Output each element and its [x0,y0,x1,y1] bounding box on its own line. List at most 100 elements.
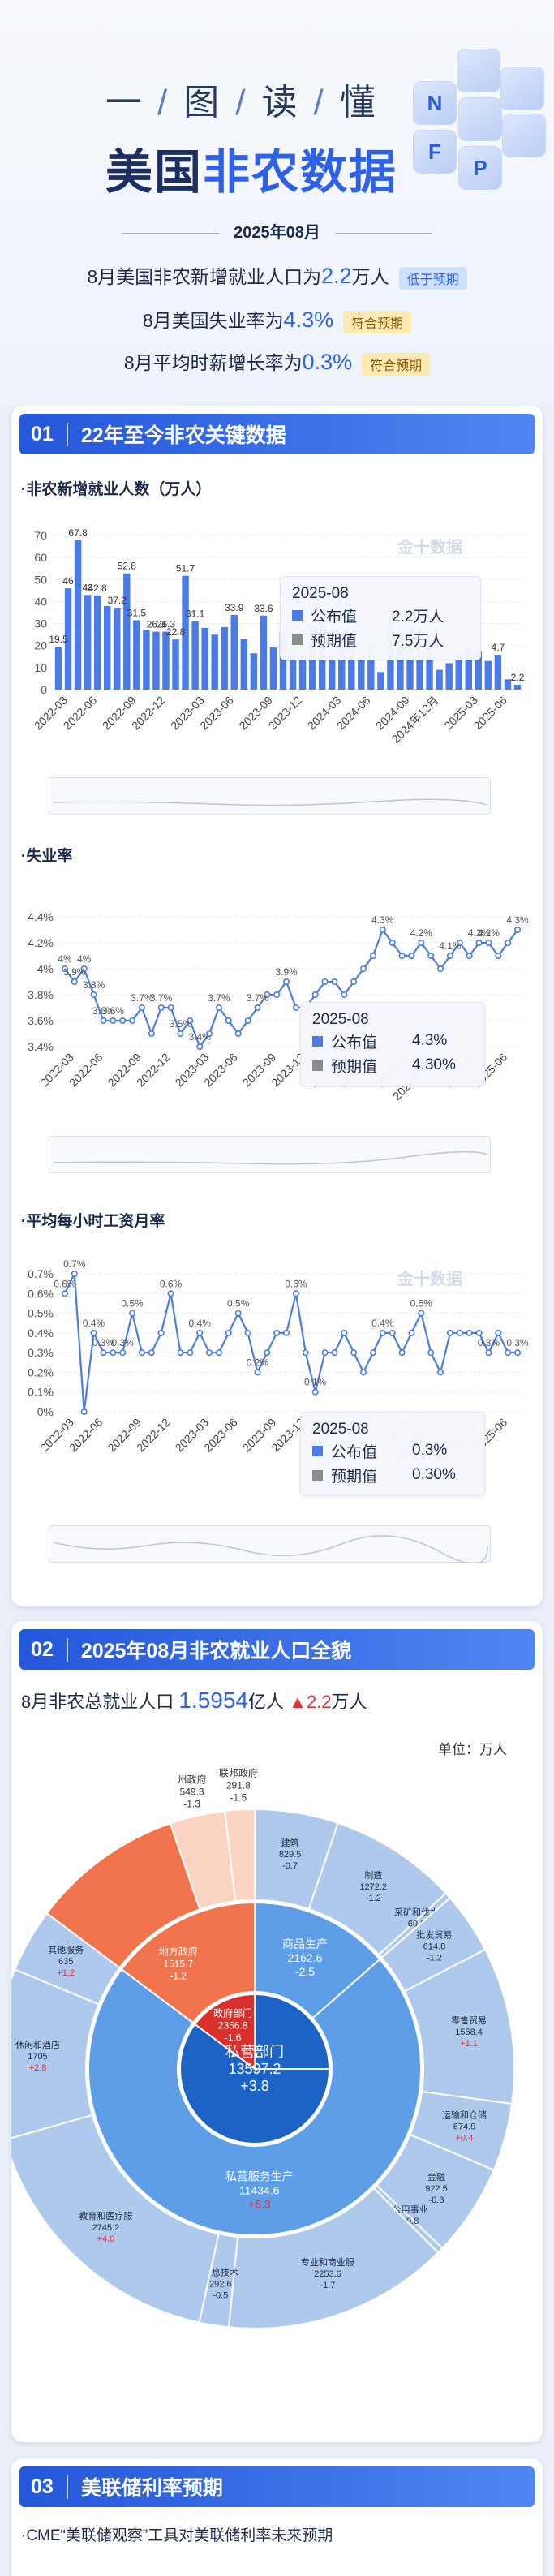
data-point [215,1349,222,1357]
cube-p: P [458,146,502,190]
total-change: 2.2 [306,1692,332,1712]
bar [162,631,170,690]
tooltip-row: 预期值 0.30% [312,1463,473,1487]
cube-icon [457,49,500,92]
range-slider[interactable] [49,1136,491,1173]
outer-ring-segment [11,2114,220,2324]
hero-banner: 一 / 图 / 读 / 懂 美国非农数据 N F P 2025年08月 8月美国非农新增就业… [0,0,554,406]
outer-label: 674.9 [453,2122,476,2131]
bar [328,656,336,690]
data-point [110,1017,117,1025]
gov-label: 1515.7 [163,1959,193,1970]
divider [122,233,220,234]
tooltip-row: 公布值 0.3% [312,1439,473,1463]
range-slider[interactable] [49,777,491,815]
total-value: 1.5954 [178,1688,249,1713]
data-label: 3.6% [92,1005,115,1017]
data-point [196,1043,204,1051]
outer-label: 零售贸易 [451,2015,487,2026]
outer-label: 建筑 [281,1837,299,1848]
data-point [495,953,502,960]
bar [475,651,483,690]
fed-subtitle: ·CME“美联储观察”工具对美联储利率未来预期 [21,2527,333,2544]
data-point [234,1030,242,1038]
outer-label: 1558.4 [455,2028,483,2037]
data-point [61,965,68,973]
data-point [167,1004,174,1012]
government-core [193,1993,256,2071]
data-point [80,1408,88,1416]
data-label: 43 [82,582,93,593]
total-label: 8月非农总就业人口 [21,1692,174,1712]
status-badge: 低于预期 [398,266,467,290]
bar [455,654,462,690]
tooltip-value: 2.2万人 [392,608,444,626]
swatch [312,1035,323,1047]
tooltip-date: 2025-08 [312,1011,369,1028]
cube-icon [502,114,546,157]
y-tick-label: 3.6% [28,1014,54,1027]
data-label: 0.4% [189,1318,212,1329]
bar [54,647,62,690]
center-label: +3.8 [240,2078,269,2094]
total-unit: 亿人 [248,1692,285,1712]
data-point [369,1349,376,1357]
section-title: 美联储利率预期 [80,2477,223,2500]
key-suffix: 万人 [351,266,389,287]
ring-label: 商品生产 [282,1937,328,1950]
outer-label: 922.5 [425,2184,448,2194]
bar [504,679,512,690]
data-label: 2.2 [511,672,525,683]
data-point [61,1290,68,1297]
data-point [225,1017,232,1025]
tooltip-label: 预期值 [331,1468,378,1486]
data-label: 0.6% [54,1278,76,1289]
hero-slash: / [157,83,171,123]
data-label: 33.9 [225,602,244,613]
outer-label: +2.8 [29,2063,47,2073]
data-point [110,1349,117,1357]
outer-label: 292.6 [209,2279,232,2289]
bar [513,685,522,690]
outer-label: 614.8 [423,1942,446,1952]
data-label: 0.4% [371,1318,394,1329]
tooltip: 2025-08 公布值 0.3% 预期值 0.30% [300,1412,485,1496]
data-point [408,1329,415,1336]
data-point [129,1310,136,1317]
data-label: 3.4% [189,1031,212,1043]
data-point [177,1030,184,1038]
data-point [157,1329,165,1336]
data-point [437,965,444,973]
bar [260,615,268,690]
data-point [427,953,435,960]
outer-label: 休闲和酒店 [15,2039,60,2050]
data-label: 51.7 [176,563,195,574]
data-point [398,953,406,960]
data-point [167,1290,174,1297]
private-ring-segment [254,1901,381,2019]
bar [104,605,111,690]
data-point [283,978,290,986]
y-tick-label: 0 [41,683,47,696]
outer-label: 1705 [28,2052,47,2062]
y-tick-label: 0.4% [28,1327,54,1340]
outer-label: 2745.2 [92,2223,120,2233]
tooltip-value: 4.3% [412,1032,448,1049]
y-tick-label: 0.1% [28,1386,54,1399]
data-point [244,1017,251,1025]
outer-label: 教育和医疗服 [79,2210,132,2221]
data-label: 67.8 [68,527,88,539]
y-tick-label: 10 [34,661,47,674]
bar [348,636,355,690]
range-slider[interactable] [49,1525,491,1564]
hero-slash: / [235,83,249,123]
section-title: 2025年08月非农就业人口全貌 [80,1640,352,1662]
data-point [215,1004,222,1012]
hero-title-char: 一 [105,83,144,123]
cube-n: N [413,81,457,125]
tooltip-label: 公布值 [311,608,358,626]
data-label: 3.7% [247,992,269,1004]
tooltip-row: 公布值 2.2万人 [292,603,469,627]
bar [289,645,297,690]
section-fed-rate: 03 美联储利率预期 [11,2458,543,2576]
